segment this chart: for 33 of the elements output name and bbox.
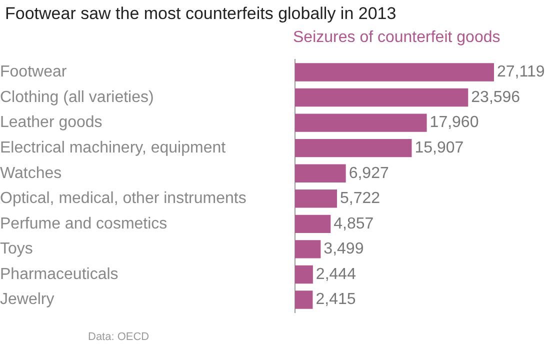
y-tick-label: Toys xyxy=(0,240,33,258)
data-label: 2,444 xyxy=(316,266,356,283)
bar xyxy=(295,240,321,258)
y-tick-label: Footwear xyxy=(0,64,68,81)
bar xyxy=(295,63,494,82)
data-label: 2,415 xyxy=(316,291,356,308)
y-tick-label: Perfume and cosmetics xyxy=(0,215,168,232)
y-tick-label: Optical, medical, other instruments xyxy=(0,190,246,208)
bar xyxy=(295,190,337,208)
bar xyxy=(295,265,313,284)
bar xyxy=(295,138,412,158)
data-label: 4,857 xyxy=(334,215,374,232)
data-label: 27,119 xyxy=(497,64,545,81)
data-label: 6,927 xyxy=(348,164,389,182)
y-tick-label: Pharmaceuticals xyxy=(0,266,118,283)
bar xyxy=(295,164,346,182)
y-tick-label: Watches xyxy=(0,164,62,182)
chart-title: Footwear saw the most counterfeits globally in 2013 xyxy=(5,4,396,24)
data-label: 3,499 xyxy=(324,240,364,258)
chart-subtitle: Seizures of counterfeit goods xyxy=(293,29,500,47)
data-label: 23,596 xyxy=(471,88,520,106)
y-tick-label: Clothing (all varieties) xyxy=(0,88,154,106)
y-tick-label: Leather goods xyxy=(0,114,102,132)
data-label: 5,722 xyxy=(340,190,380,208)
data-label: 15,907 xyxy=(414,139,464,156)
bar xyxy=(295,214,331,234)
bar xyxy=(295,290,313,309)
data-label: 17,960 xyxy=(430,114,479,132)
bar xyxy=(295,114,427,132)
text: Data: OECD xyxy=(88,331,150,343)
y-tick-label: Jewelry xyxy=(0,291,54,308)
y-tick-label: Electrical machinery, equipment xyxy=(0,139,226,156)
bar xyxy=(295,88,468,107)
